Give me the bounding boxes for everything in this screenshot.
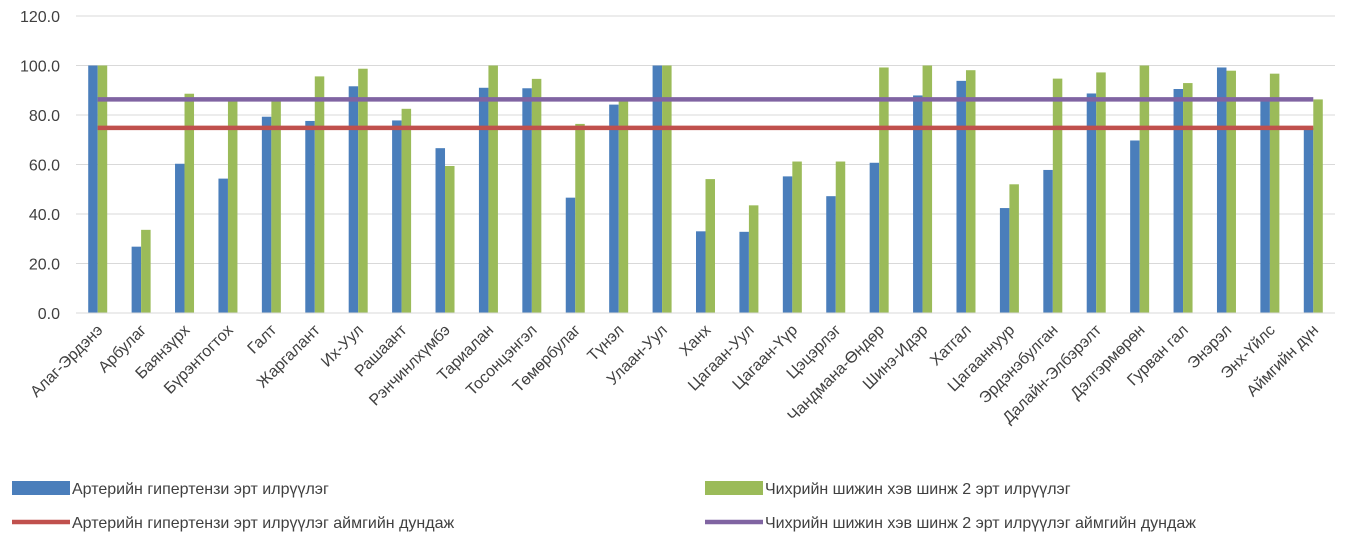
legend-label: Артерийн гипертензи эрт илрүүлэг аймгийн… bbox=[72, 515, 454, 532]
bar-hypertension bbox=[1173, 89, 1184, 313]
x-tick-label: Эрдэнэбулган bbox=[976, 322, 1061, 407]
bar-hypertension bbox=[1303, 127, 1314, 314]
bar-hypertension bbox=[913, 95, 923, 313]
bar-diabetes bbox=[1096, 72, 1106, 314]
bar-diabetes bbox=[1009, 184, 1019, 313]
bar-hypertension bbox=[522, 88, 532, 314]
bar-diabetes bbox=[835, 161, 846, 313]
bar-diabetes bbox=[445, 165, 455, 313]
bar-hypertension bbox=[1260, 98, 1270, 313]
bar-diabetes bbox=[401, 108, 412, 313]
legend-swatch bbox=[12, 481, 70, 495]
reference-lines bbox=[97, 97, 1314, 131]
bar-diabetes bbox=[748, 205, 759, 313]
x-tick-label: Галт bbox=[245, 321, 281, 357]
y-tick-label: 20.0 bbox=[29, 257, 60, 274]
bar-hypertension bbox=[696, 231, 706, 313]
bar-diabetes bbox=[1226, 70, 1236, 313]
bar-hypertension bbox=[175, 163, 185, 313]
bar-hypertension bbox=[1216, 67, 1227, 313]
bar-hypertension bbox=[1130, 140, 1140, 313]
bar-hypertension bbox=[609, 104, 619, 313]
bar-diabetes bbox=[1139, 65, 1150, 313]
legend-label: Артерийн гипертензи эрт илрүүлэг bbox=[72, 481, 329, 498]
bar-diabetes bbox=[488, 65, 498, 313]
bar-diabetes bbox=[184, 93, 195, 313]
y-tick-label: 60.0 bbox=[29, 158, 60, 175]
bar-diabetes bbox=[1052, 78, 1063, 314]
bar-hypertension bbox=[999, 208, 1010, 313]
bar-diabetes bbox=[1313, 99, 1323, 313]
bar-diabetes bbox=[531, 78, 542, 314]
bar-diabetes bbox=[358, 68, 368, 313]
bar-hypertension bbox=[739, 231, 749, 313]
bar-diabetes bbox=[965, 70, 976, 313]
bar-hypertension bbox=[652, 65, 663, 313]
bar-diabetes bbox=[141, 229, 151, 313]
bar-hypertension bbox=[218, 178, 228, 313]
y-tick-label: 40.0 bbox=[29, 207, 60, 224]
bar-diabetes bbox=[922, 65, 933, 313]
legend-label: Чихрийн шижин хэв шинж 2 эрт илрүүлэг ай… bbox=[765, 515, 1196, 532]
bar-hypertension bbox=[782, 176, 793, 313]
bar-hypertension bbox=[1043, 169, 1053, 313]
legend-swatch bbox=[705, 481, 763, 495]
bar-hypertension bbox=[131, 246, 142, 313]
bar-hypertension bbox=[869, 162, 880, 313]
bar-hypertension bbox=[305, 120, 315, 313]
gridlines bbox=[76, 15, 1335, 264]
x-tick-label: Алаг-Эрдэнэ bbox=[27, 322, 106, 401]
bar-diabetes bbox=[879, 67, 889, 313]
bar-diabetes bbox=[575, 123, 585, 313]
bar-hypertension bbox=[478, 87, 489, 313]
bar-hypertension bbox=[435, 148, 446, 313]
bar-diabetes bbox=[1183, 83, 1193, 313]
bar-diabetes bbox=[792, 161, 802, 313]
y-axis-tick-labels: 0.0 20.0 40.0 60.0 80.0 100.0 120.0 bbox=[20, 9, 60, 323]
legend-label: Чихрийн шижин хэв шинж 2 эрт илрүүлэг bbox=[765, 481, 1071, 498]
bars bbox=[88, 65, 1323, 314]
y-tick-label: 100.0 bbox=[20, 59, 60, 76]
y-tick-label: 0.0 bbox=[38, 306, 60, 323]
bar-hypertension bbox=[392, 120, 402, 313]
bar-diabetes bbox=[705, 179, 715, 313]
bar-diabetes bbox=[97, 65, 108, 313]
y-tick-label: 80.0 bbox=[29, 108, 60, 125]
bar-diabetes bbox=[314, 76, 325, 313]
bar-hypertension bbox=[261, 116, 272, 313]
y-tick-label: 120.0 bbox=[20, 9, 60, 26]
bar-diabetes bbox=[1269, 73, 1280, 313]
bar-hypertension bbox=[956, 80, 966, 313]
bar-diabetes bbox=[271, 100, 281, 314]
bar-diabetes bbox=[227, 100, 238, 314]
bar-hypertension bbox=[565, 197, 576, 313]
bar-diabetes bbox=[662, 65, 672, 313]
bar-hypertension bbox=[88, 65, 98, 313]
x-tick-label: Ханх bbox=[677, 322, 715, 360]
legend: Артерийн гипертензи эрт илрүүлэг Чихрийн … bbox=[12, 481, 1196, 532]
bar-hypertension bbox=[348, 86, 359, 313]
bar-diabetes bbox=[618, 101, 629, 313]
bar-hypertension bbox=[1086, 93, 1097, 313]
bar-hypertension bbox=[826, 196, 836, 313]
